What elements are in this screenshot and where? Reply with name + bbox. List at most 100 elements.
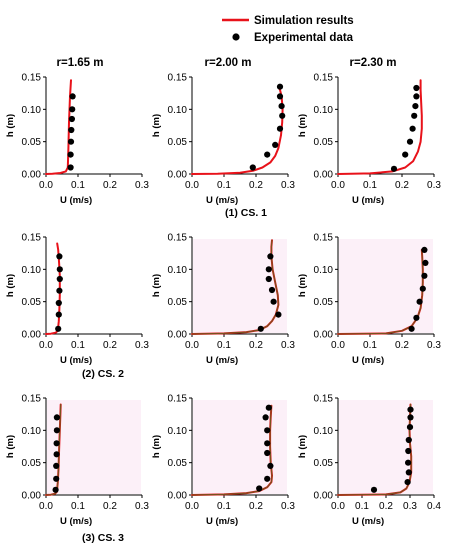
panel-r2-c1: 0.0 0.1 0.2 0.3 0.00 0.05 0.10 0.15 U (m/s) h (m) xyxy=(5,233,149,367)
experimental-point xyxy=(422,259,429,266)
y-tick-label: 0.15 xyxy=(168,73,188,84)
y-axis-label: h (m) xyxy=(151,435,162,458)
panel-r1-c2: 0.0 0.1 0.2 0.3 0.00 0.05 0.10 0.15 U (m/s) h (m) xyxy=(151,73,295,207)
x-axis-label: U (m/s) xyxy=(60,355,92,366)
simulation-line-overlay xyxy=(45,403,62,496)
simulation-line-overlay xyxy=(337,249,424,335)
y-tick-label: 0.05 xyxy=(314,137,334,148)
x-tick-label: 0.1 xyxy=(363,340,377,351)
x-tick-label: 0.0 xyxy=(185,340,199,351)
experimental-point xyxy=(69,93,76,100)
panel-r1-c3: 0.0 0.1 0.2 0.3 0.00 0.05 0.10 0.15 U (m/s) h (m) xyxy=(297,73,441,207)
experimental-point xyxy=(264,475,271,482)
y-tick-label: 0.10 xyxy=(22,265,42,276)
experimental-point xyxy=(55,311,62,318)
experimental-point xyxy=(53,427,61,434)
y-tick-label: 0.10 xyxy=(314,426,334,437)
experimental-point xyxy=(68,126,75,134)
y-tick-label: 0.10 xyxy=(22,105,42,116)
x-tick-label: 0.2 xyxy=(379,501,393,512)
y-tick-label: 0.00 xyxy=(168,491,188,502)
row-captions: (1) CS. 1 (2) CS. 2 (3) CS. 3 xyxy=(82,207,267,544)
x-tick-label: 0.0 xyxy=(331,501,345,512)
y-tick-label: 0.00 xyxy=(22,491,42,502)
experimental-point xyxy=(405,459,412,466)
shaded-band xyxy=(193,400,287,494)
experimental-point xyxy=(56,253,63,260)
x-tick-label: 0.3 xyxy=(403,501,417,512)
y-tick-label: 0.15 xyxy=(22,233,42,244)
y-tick-label: 0.05 xyxy=(168,137,188,148)
experimental-point xyxy=(53,451,60,458)
shaded-band xyxy=(339,400,433,494)
x-tick-label: 0.0 xyxy=(39,180,53,191)
x-axis-label: U (m/s) xyxy=(352,195,384,206)
y-tick-label: 0.00 xyxy=(314,170,334,181)
experimental-point xyxy=(404,479,411,486)
y-tick-label: 0.05 xyxy=(22,297,42,308)
experimental-point xyxy=(267,462,274,469)
experimental-point xyxy=(67,164,74,171)
y-tick-label: 0.10 xyxy=(168,426,188,437)
y-tick-label: 0.15 xyxy=(314,233,334,244)
x-tick-label: 0.2 xyxy=(103,501,117,512)
simulation-line xyxy=(191,85,284,175)
experimental-point xyxy=(279,112,286,119)
y-tick-label: 0.15 xyxy=(168,233,188,244)
x-tick-label: 0.4 xyxy=(427,501,441,512)
experimental-point xyxy=(275,311,282,318)
experimental-point xyxy=(52,486,59,493)
experimental-point xyxy=(53,475,60,482)
legend-experimental-label: Experimental data xyxy=(254,32,354,44)
panel-r2-c3: 0.0 0.1 0.2 0.3 0.00 0.05 0.10 0.15 U (m/s) h (m) xyxy=(297,233,441,367)
y-tick-label: 0.10 xyxy=(314,265,334,276)
y-axis-label: h (m) xyxy=(297,274,308,297)
x-tick-label: 0.3 xyxy=(135,340,149,351)
y-tick-label: 0.05 xyxy=(314,458,334,469)
y-axis-label: h (m) xyxy=(5,274,16,297)
experimental-point xyxy=(264,427,271,434)
experimental-point xyxy=(56,266,63,273)
experimental-point xyxy=(264,440,271,447)
x-tick-label: 0.0 xyxy=(331,340,345,351)
panel-r3-c2: 0.0 0.1 0.2 0.3 0.00 0.05 0.10 0.15 U (m/s) h (m) xyxy=(151,394,295,528)
panel-r1-c1: 0.0 0.1 0.2 0.3 0.00 0.05 0.10 0.15 U (m/s) h (m) xyxy=(5,73,149,207)
experimental-point xyxy=(264,449,271,457)
y-tick-label: 0.15 xyxy=(22,394,42,405)
y-tick-label: 0.00 xyxy=(314,491,334,502)
legend-experimental-marker xyxy=(232,33,240,41)
experimental-point xyxy=(370,486,378,493)
x-tick-label: 0.1 xyxy=(355,501,369,512)
x-axis-label: U (m/s) xyxy=(60,516,92,527)
experimental-point xyxy=(412,103,419,110)
experimental-point xyxy=(53,414,61,421)
experimental-point xyxy=(419,285,426,292)
simulation-line xyxy=(45,79,72,175)
x-tick-label: 0.1 xyxy=(71,340,85,351)
y-tick-label: 0.05 xyxy=(314,297,334,308)
experimental-point xyxy=(56,287,63,294)
experimental-point xyxy=(267,253,274,260)
x-tick-label: 0.3 xyxy=(281,501,295,512)
panel-r2-c2: 0.0 0.1 0.2 0.3 0.00 0.05 0.10 0.15 U (m/s) h (m) xyxy=(151,233,295,367)
y-tick-label: 0.00 xyxy=(22,330,42,341)
experimental-point xyxy=(421,246,428,253)
experimental-point xyxy=(405,436,412,444)
y-axis-label: h (m) xyxy=(297,114,308,137)
x-tick-label: 0.1 xyxy=(363,180,377,191)
x-tick-label: 0.0 xyxy=(185,501,199,512)
experimental-point xyxy=(406,138,414,145)
experimental-point xyxy=(67,151,74,158)
x-tick-label: 0.1 xyxy=(217,340,231,351)
experimental-point xyxy=(67,138,75,145)
x-tick-label: 0.0 xyxy=(331,180,345,191)
x-tick-label: 0.3 xyxy=(427,340,441,351)
x-tick-label: 0.2 xyxy=(249,180,263,191)
y-tick-label: 0.15 xyxy=(168,394,188,405)
y-tick-label: 0.00 xyxy=(168,330,188,341)
panel-r3-c3: 0.0 0.1 0.2 0.3 0.4 0.00 0.05 0.10 0.15 U (m/s) h … xyxy=(297,394,441,528)
x-tick-label: 0.1 xyxy=(71,180,85,191)
chart-panels: 0.0 0.1 0.2 0.3 0.00 0.05 0.10 0.15 U (m/s) h (m)… xyxy=(5,73,441,528)
experimental-point xyxy=(407,406,414,413)
y-tick-label: 0.05 xyxy=(168,297,188,308)
